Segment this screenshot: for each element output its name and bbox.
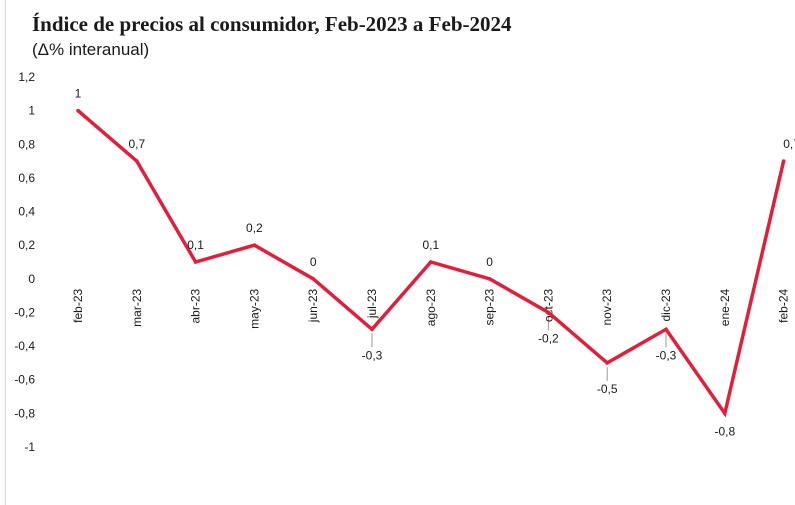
- data-label: 0,2: [246, 221, 263, 235]
- x-axis: feb-23 mar-23 abr-23 may-23 jun-23 jul-23 ago-…: [71, 288, 791, 328]
- data-label: -0,8: [714, 424, 735, 438]
- y-tick-label: -0,8: [14, 406, 35, 420]
- data-label: -0,2: [538, 331, 559, 345]
- x-tick-label: dic-23: [659, 288, 673, 321]
- y-tick-label: 0,2: [18, 238, 35, 252]
- data-point: [664, 327, 668, 332]
- data-point: [429, 260, 433, 264]
- x-tick-label: mar-23: [130, 288, 144, 326]
- data-point: [311, 277, 316, 281]
- x-tick-label: jun-23: [306, 288, 320, 323]
- data-label: -0,3: [362, 348, 383, 362]
- data-point: [546, 310, 551, 315]
- data-label: 0,7: [128, 137, 145, 151]
- x-tick-label: abr-23: [189, 288, 203, 323]
- chart-title: Índice de precios al consumidor, Feb-202…: [32, 12, 512, 36]
- data-label: 0: [486, 255, 493, 269]
- y-tick-label: 1,2: [18, 70, 35, 84]
- data-point: [487, 277, 492, 281]
- x-tick-label: feb-24: [777, 288, 791, 322]
- x-tick-label: sep-23: [483, 289, 497, 326]
- y-tick-label: 0,8: [18, 137, 35, 151]
- y-tick-label: -0,2: [14, 305, 35, 319]
- data-label: 0,7: [783, 137, 795, 151]
- data-point: [605, 361, 609, 365]
- y-tick-label: -0,4: [14, 339, 35, 353]
- data-label-leaders: [371, 316, 667, 381]
- data-point: [76, 108, 80, 113]
- data-point: [370, 327, 374, 332]
- y-tick-label: 0: [28, 272, 35, 286]
- y-axis: 1,2 1 0,8 0,6 0,4 0,2 0 -0,2 -0,4 -0,6 -0,8 -1: [14, 70, 35, 454]
- x-tick-label: may-23: [247, 288, 261, 328]
- y-tick-label: -0,6: [14, 373, 35, 387]
- data-point: [193, 260, 198, 264]
- data-point: [723, 411, 727, 416]
- data-labels: 1 0,7 0,1 0,2 0 -0,3 0,1 0 -0,2 -0,5 -0,3 -0,8 0,7: [75, 87, 795, 439]
- data-point: [252, 243, 257, 247]
- y-tick-label: 1: [28, 104, 35, 118]
- chart-frame: [5, 0, 795, 505]
- series-layer: [76, 108, 786, 418]
- x-tick-label: ene-24: [718, 289, 732, 327]
- y-tick-label: 0,4: [18, 205, 35, 219]
- data-label: -0,5: [597, 382, 618, 396]
- data-label: 0,1: [187, 238, 204, 252]
- data-point: [781, 159, 786, 163]
- data-label: 1: [75, 87, 82, 101]
- y-tick-label: -1: [24, 440, 35, 454]
- data-label: -0,3: [656, 348, 677, 362]
- x-tick-label: ago-23: [424, 289, 438, 327]
- y-tick-label: 0,6: [18, 171, 35, 185]
- data-label: 0: [310, 255, 317, 269]
- x-tick-label: feb-23: [71, 288, 85, 322]
- x-tick-label: jul-23: [365, 289, 379, 320]
- x-tick-label: nov-23: [600, 289, 614, 326]
- chart-subtitle: (Δ% interanual): [32, 40, 150, 59]
- data-point: [135, 159, 139, 163]
- data-label: 0,1: [422, 238, 439, 252]
